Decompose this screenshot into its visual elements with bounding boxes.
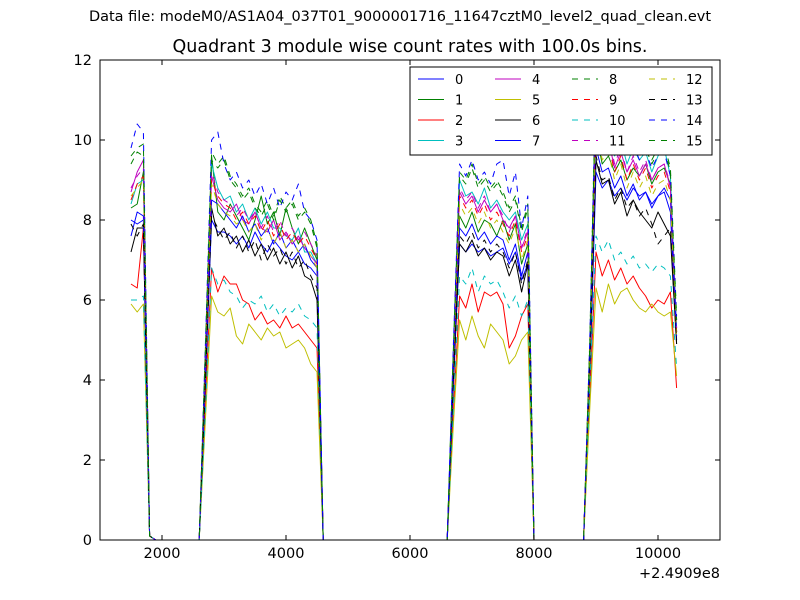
legend-label-4: 4 [532,73,540,88]
series-line-15 [130,75,678,541]
y-tick-label: 8 [83,213,92,229]
legend-label-5: 5 [532,94,540,109]
legend-label-13: 13 [686,94,703,109]
legend-label-11: 11 [609,135,626,150]
series-line-5 [130,283,678,541]
legend-label-15: 15 [686,135,703,150]
legend-label-14: 14 [686,114,703,129]
legend-label-8: 8 [609,73,617,88]
x-offset-label: +2.4909e8 [639,566,720,582]
chart-title: Quadrant 3 module wise count rates with … [172,37,648,57]
series-line-2 [130,227,678,541]
figure-suptitle: Data file: modeM0/AS1A04_037T01_90000017… [88,9,712,25]
x-tick-label: 2000 [144,546,181,562]
x-tick-label: 10000 [635,546,681,562]
y-tick-label: 4 [83,373,92,389]
series-line-8 [130,67,678,541]
series-line-12 [130,123,678,541]
legend-label-10: 10 [609,114,626,129]
x-tick-label: 6000 [392,546,429,562]
y-tick-label: 0 [83,533,92,549]
legend-label-0: 0 [455,73,463,88]
x-tick-label: 8000 [516,546,553,562]
legend-label-12: 12 [686,73,703,88]
y-tick-label: 6 [83,293,92,309]
legend-label-7: 7 [532,135,540,150]
x-tick-label: 4000 [268,546,305,562]
legend-label-9: 9 [609,94,617,109]
series-line-0 [130,171,678,541]
legend-label-2: 2 [455,114,463,129]
legend-label-3: 3 [455,135,463,150]
y-tick-label: 10 [74,133,92,149]
y-tick-label: 12 [74,53,92,69]
legend-label-6: 6 [532,114,540,129]
legend-label-1: 1 [455,94,463,109]
y-tick-label: 2 [83,453,92,469]
